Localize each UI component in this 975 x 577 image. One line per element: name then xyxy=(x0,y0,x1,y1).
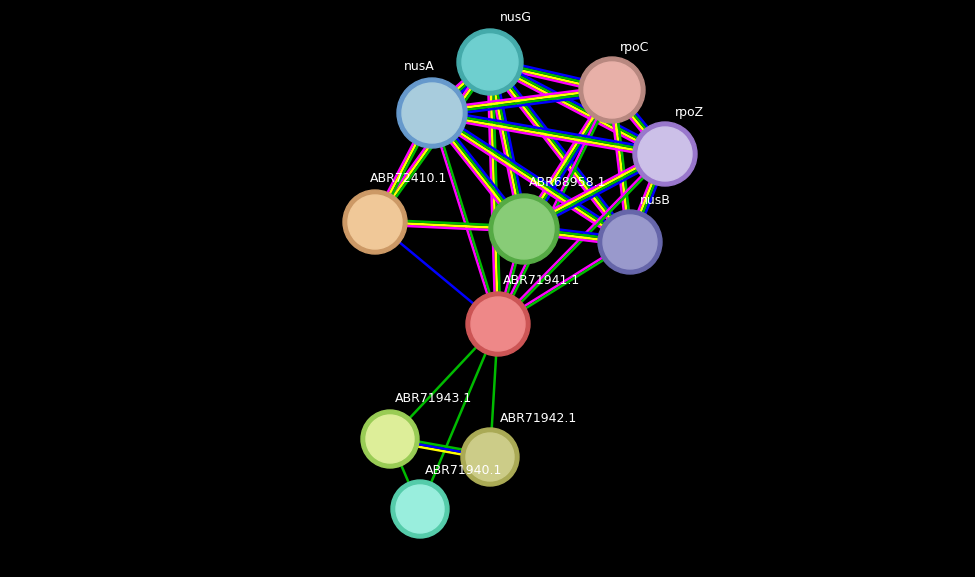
Circle shape xyxy=(361,410,419,468)
Text: nusB: nusB xyxy=(640,194,671,207)
Circle shape xyxy=(461,428,519,486)
Circle shape xyxy=(603,215,657,269)
Circle shape xyxy=(579,57,645,123)
Circle shape xyxy=(471,297,525,351)
Circle shape xyxy=(494,199,554,259)
Circle shape xyxy=(343,190,407,254)
Text: ABR71943.1: ABR71943.1 xyxy=(395,392,472,405)
Text: rpoC: rpoC xyxy=(620,41,649,54)
Text: rpoZ: rpoZ xyxy=(675,106,704,119)
Circle shape xyxy=(457,29,523,95)
Circle shape xyxy=(598,210,662,274)
Circle shape xyxy=(366,415,414,463)
Text: nusA: nusA xyxy=(404,60,435,73)
Circle shape xyxy=(402,83,462,143)
Circle shape xyxy=(489,194,559,264)
Circle shape xyxy=(638,127,692,181)
Text: ABR68958.1: ABR68958.1 xyxy=(529,176,606,189)
Circle shape xyxy=(391,480,449,538)
Circle shape xyxy=(462,34,518,90)
Circle shape xyxy=(397,78,467,148)
Circle shape xyxy=(633,122,697,186)
Text: ABR71942.1: ABR71942.1 xyxy=(500,412,577,425)
Circle shape xyxy=(396,485,444,533)
Circle shape xyxy=(466,292,530,356)
Text: nusG: nusG xyxy=(500,11,532,24)
Circle shape xyxy=(466,433,514,481)
Circle shape xyxy=(348,195,402,249)
Text: ABR71941.1: ABR71941.1 xyxy=(503,274,580,287)
Text: ABR72410.1: ABR72410.1 xyxy=(370,172,448,185)
Circle shape xyxy=(584,62,640,118)
Text: ABR71940.1: ABR71940.1 xyxy=(425,464,502,477)
